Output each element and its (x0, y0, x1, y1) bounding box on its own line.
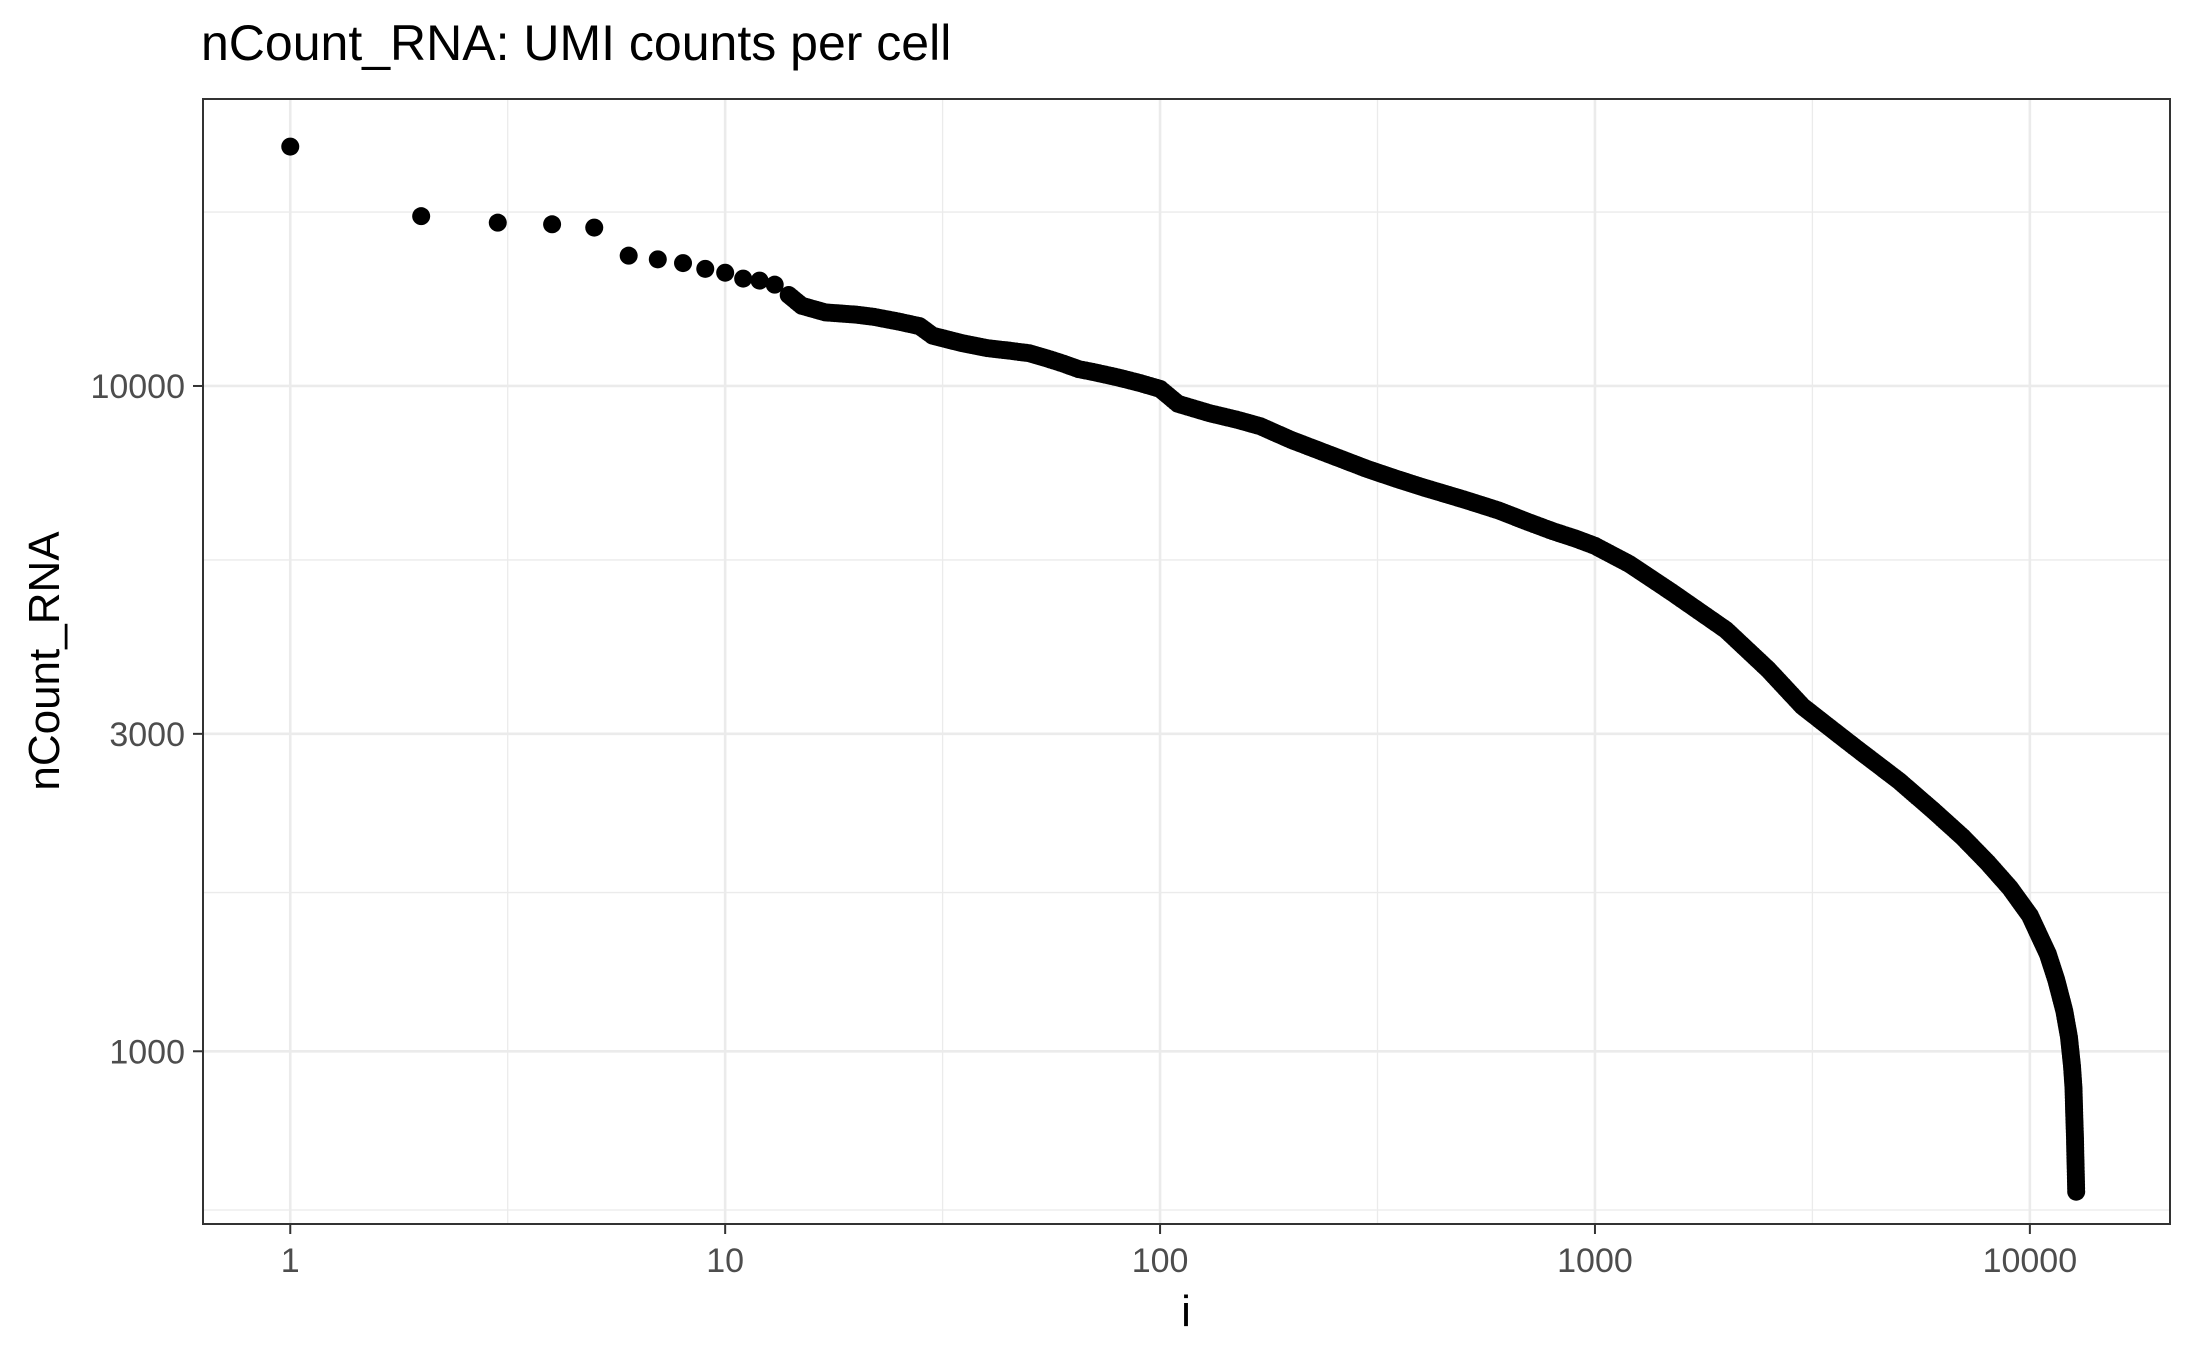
x-tick-label: 1000 (1557, 1242, 1633, 1280)
y-tick-label: 10000 (90, 368, 185, 406)
data-point (716, 263, 735, 282)
x-tick-label: 1 (281, 1242, 300, 1280)
data-point (543, 215, 562, 234)
data-point (585, 218, 604, 237)
x-tick-label: 10000 (1983, 1242, 2078, 1280)
plot-panel (203, 99, 2170, 1224)
data-point (412, 207, 431, 226)
chart-title: nCount_RNA: UMI counts per cell (201, 15, 951, 71)
data-point (2067, 1182, 2086, 1201)
grid-lines (203, 99, 2170, 1224)
data-point (619, 246, 638, 265)
data-point (648, 250, 667, 269)
data-point (281, 137, 300, 156)
y-axis-ticks: 1000 3000 10000 (90, 368, 203, 1071)
data-point (765, 275, 784, 294)
data-point (674, 254, 693, 273)
data-point (734, 269, 753, 288)
data-point (488, 213, 507, 232)
y-axis-title: nCount_RNA (20, 531, 69, 791)
plot-border (202, 98, 2171, 1225)
y-tick-label: 3000 (109, 716, 185, 754)
data-point (696, 259, 715, 278)
x-tick-label: 10 (706, 1242, 744, 1280)
x-axis-title: i (1181, 1287, 1191, 1336)
x-tick-label: 100 (1132, 1242, 1189, 1280)
x-axis-ticks: 1 10 100 1000 10000 (281, 1224, 2077, 1280)
data-points (281, 137, 2086, 1201)
data-point (750, 271, 769, 290)
y-tick-label: 1000 (109, 1033, 185, 1071)
